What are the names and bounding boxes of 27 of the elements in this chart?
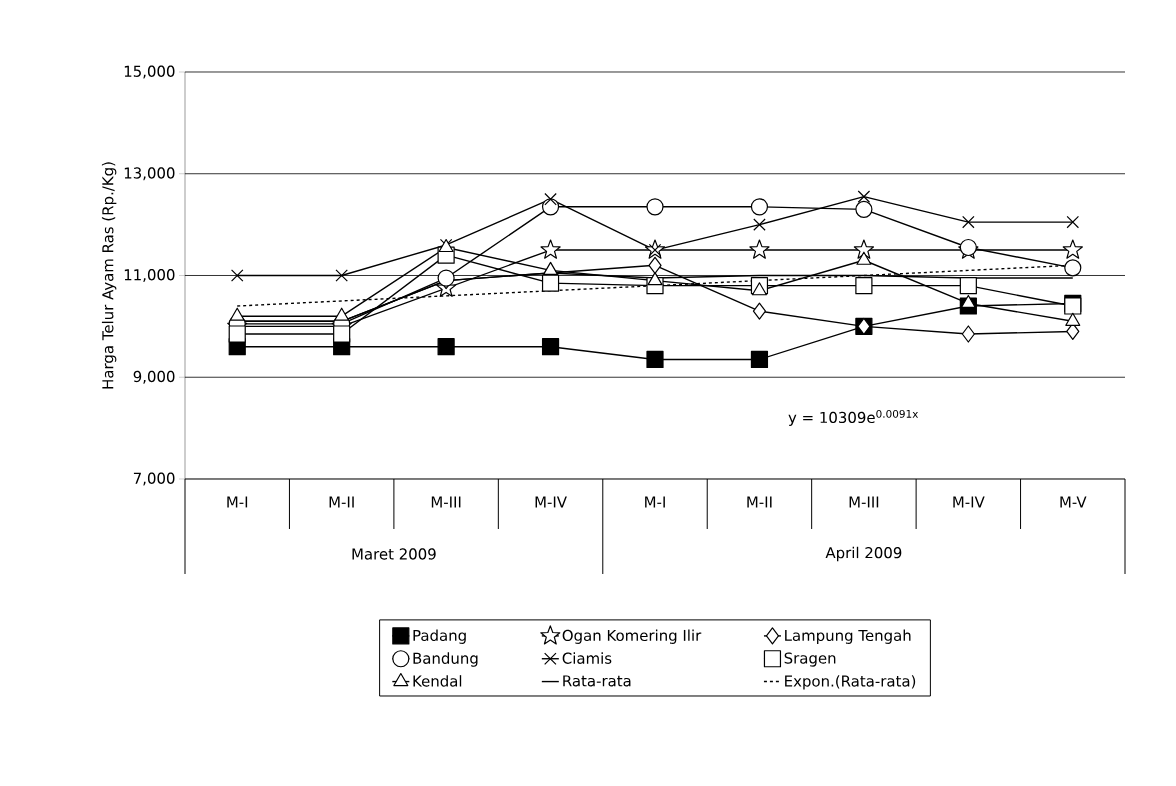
y-tick-label: 9,000 <box>133 370 175 384</box>
x-tick-label: M-II <box>329 496 354 508</box>
x-tick-label: M-IV <box>953 496 985 508</box>
annotation: y = 10309e$^{0.0091x}$ <box>788 409 919 426</box>
x-tick-label: M-V <box>1060 496 1087 508</box>
text: April 2009 <box>825 546 902 562</box>
y-axis-title: Harga Telur Ayam Ras (Rp./Kg) <box>101 162 117 389</box>
legend-label: Ogan Komering Ilir <box>562 629 702 644</box>
y-tick-label: 13,000 <box>124 167 175 181</box>
text: Maret 2009 <box>352 548 436 560</box>
y-tick-label: 7,000 <box>133 472 175 486</box>
y-tick-label: 15,000 <box>124 65 175 79</box>
x-tick-label: M-I <box>227 496 248 508</box>
legend-label: Kendal <box>413 675 462 687</box>
legend-label: Sragen <box>784 652 836 667</box>
legend-label: Expon.(Rata-rata) <box>785 675 916 690</box>
legend-label: Ciamis <box>562 652 612 664</box>
legend-label: Padang <box>413 629 466 644</box>
y-tick-label: 11,000 <box>124 269 175 282</box>
legend-label: Bandung <box>413 652 478 667</box>
x-tick-label: M-III <box>849 496 879 508</box>
x-tick-label: M-III <box>431 496 461 508</box>
x-tick-label: M-II <box>747 496 772 508</box>
legend-label: Lampung Tengah <box>785 629 911 644</box>
x-tick-label: M-IV <box>535 496 567 508</box>
legend-label: Rata-rata <box>563 675 631 687</box>
x-tick-label: M-I <box>645 496 665 508</box>
